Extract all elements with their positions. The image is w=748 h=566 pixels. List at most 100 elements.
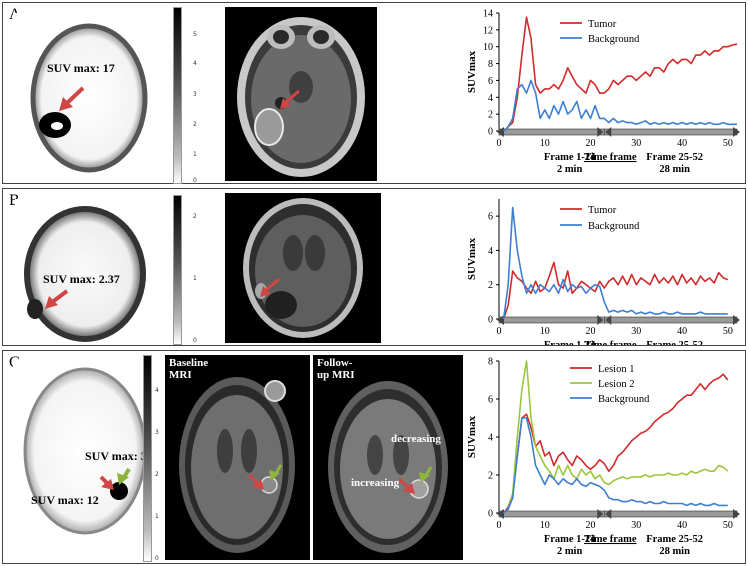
series-line-lesion-1: [502, 373, 729, 514]
y-axis-label: SUVmax: [466, 237, 478, 280]
timeline-arrow-mid-right: [605, 315, 612, 325]
x-tick-label: 40: [677, 138, 687, 149]
pet-colorbar: [173, 7, 182, 184]
suv-label-2: SUV max: 12: [31, 493, 99, 507]
mri-image-baseline: [165, 355, 310, 560]
timeline-bar-left: [498, 128, 605, 136]
x-tick-label: 20: [586, 138, 596, 149]
pet-image: [13, 359, 163, 539]
series-line-tumor: [502, 261, 729, 320]
suv-label: SUV max: 2.37: [43, 272, 120, 286]
colorbar-tick: 4: [155, 387, 159, 394]
panel-label: B: [9, 192, 20, 210]
x-tick-label: 40: [677, 326, 687, 337]
series-line-background: [503, 417, 728, 514]
y-tick-label: 2: [488, 280, 493, 291]
line-chart: 0 2 4 6 8 SUVmax 0 10 20 30 40 50 Frame 1-242 minTim…: [466, 357, 740, 557]
x-tick-label: 10: [540, 138, 550, 149]
panel-b: B SUV max: 2.37 2 1 0: [2, 188, 746, 346]
pet-image: [15, 199, 165, 344]
colorbar-tick: 3: [155, 429, 159, 436]
timeline-bar-left: [498, 510, 605, 518]
colorbar-tick: 1: [193, 275, 197, 282]
colorbar-tick: 1: [155, 513, 159, 520]
x-tick-label: 20: [586, 326, 596, 337]
timeline-arrow-mid-right: [605, 509, 612, 519]
legend-label: Tumor: [588, 19, 617, 30]
timeline-arrow-mid-left: [597, 127, 604, 137]
timeline-right-label: Frame 25-52: [646, 534, 703, 545]
x-tick-label: 50: [723, 326, 733, 337]
timeline-center-label: Time frame: [584, 534, 637, 545]
line-chart: 0 2 4 6 8 10 12 14 SUVmax 0 10 20 30 40 50 Frame 1-242 …: [466, 9, 740, 175]
colorbar-tick: 5: [193, 31, 197, 38]
mri-label-followup: Follow-up MRI: [317, 357, 355, 381]
y-tick-label: 6: [488, 395, 493, 406]
legend-label: Lesion 2: [598, 379, 634, 390]
mri-image: [225, 193, 381, 343]
chart-c: 0 2 4 6 8 SUVmax 0 10 20 30 40 50 Frame 1-24 2 min Tim…: [465, 353, 745, 563]
colorbar-tick: 2: [155, 471, 159, 478]
timeline-bar-right: [603, 316, 738, 324]
timeline-right-sub: 28 min: [659, 546, 690, 557]
panel-a: A SUV max: 17 5 4 3 2 1 0: [2, 2, 746, 184]
timeline-bar-right: [603, 128, 738, 136]
y-tick-label: 8: [488, 59, 493, 70]
x-tick-label: 40: [677, 520, 687, 531]
legend-label: Lesion 1: [598, 364, 634, 375]
x-tick-label: 50: [723, 138, 733, 149]
x-tick-label: 0: [497, 138, 502, 149]
colorbar-tick: 0: [155, 555, 159, 562]
timeline-left-label: Frame 1-24: [544, 152, 596, 163]
timeline-arrow-right: [733, 127, 740, 137]
timeline-arrow-right: [733, 509, 740, 519]
chart-a: 0 2 4 6 8 10 12 14 SUVmax 0 10 20 30 40 50 Frame 1-24 2 …: [465, 5, 745, 183]
y-tick-label: 4: [488, 93, 493, 104]
series-line-lesion-2: [503, 360, 729, 514]
mri-image-followup: [313, 355, 463, 560]
series-line-tumor: [503, 16, 738, 132]
timeline-left-label: Frame 1-24: [544, 340, 596, 345]
colorbar-tick: 3: [193, 91, 197, 98]
pet-colorbar: [143, 355, 152, 562]
timeline-arrow-left: [497, 315, 504, 325]
y-tick-label: 4: [488, 246, 493, 257]
mri-image: [225, 7, 377, 181]
x-tick-label: 30: [631, 138, 641, 149]
timeline-right-label: Frame 25-52: [646, 340, 703, 345]
y-axis-label: SUVmax: [466, 50, 478, 93]
y-tick-label: 2: [488, 110, 493, 121]
x-tick-label: 20: [586, 520, 596, 531]
y-tick-label: 4: [488, 433, 493, 444]
colorbar-tick: 0: [193, 177, 197, 184]
timeline-arrow-mid-left: [597, 509, 604, 519]
colorbar-tick: 4: [193, 60, 197, 67]
timeline-bar-right: [603, 510, 738, 518]
colorbar-tick: 2: [193, 121, 197, 128]
x-tick-label: 10: [540, 326, 550, 337]
timeline-center-label: Time frame: [584, 152, 637, 163]
line-chart: 0246SUVmax01020304050Frame 1-242 minTime…: [466, 199, 740, 345]
pet-colorbar: [173, 195, 182, 345]
colorbar-tick: 1: [193, 151, 197, 158]
legend-label: Background: [588, 34, 640, 45]
series-line-background: [503, 79, 737, 132]
timeline-left-sub: 2 min: [557, 546, 583, 557]
x-tick-label: 0: [497, 520, 502, 531]
x-tick-label: 30: [631, 326, 641, 337]
timeline-right-label: Frame 25-52: [646, 152, 703, 163]
y-tick-label: 14: [483, 9, 493, 20]
mri-label-baseline: Baseline MRI: [169, 357, 209, 381]
panel-c: C SUV max: 3 SUV max: 12 4 3 2 1 0: [2, 350, 746, 564]
legend-label: Background: [588, 221, 640, 232]
mri-label-decreasing: decreasing: [391, 433, 441, 445]
y-tick-label: 0: [488, 509, 493, 520]
timeline-arrow-mid-left: [597, 315, 604, 325]
timeline-center-label: Time frame: [584, 340, 637, 345]
chart-b: 0246SUVmax01020304050Frame 1-242 minTime…: [465, 191, 745, 345]
timeline-arrow-right: [733, 315, 740, 325]
timeline-bar-left: [498, 316, 605, 324]
y-tick-label: 0: [488, 127, 493, 138]
timeline-arrow-left: [497, 127, 504, 137]
x-tick-label: 30: [631, 520, 641, 531]
